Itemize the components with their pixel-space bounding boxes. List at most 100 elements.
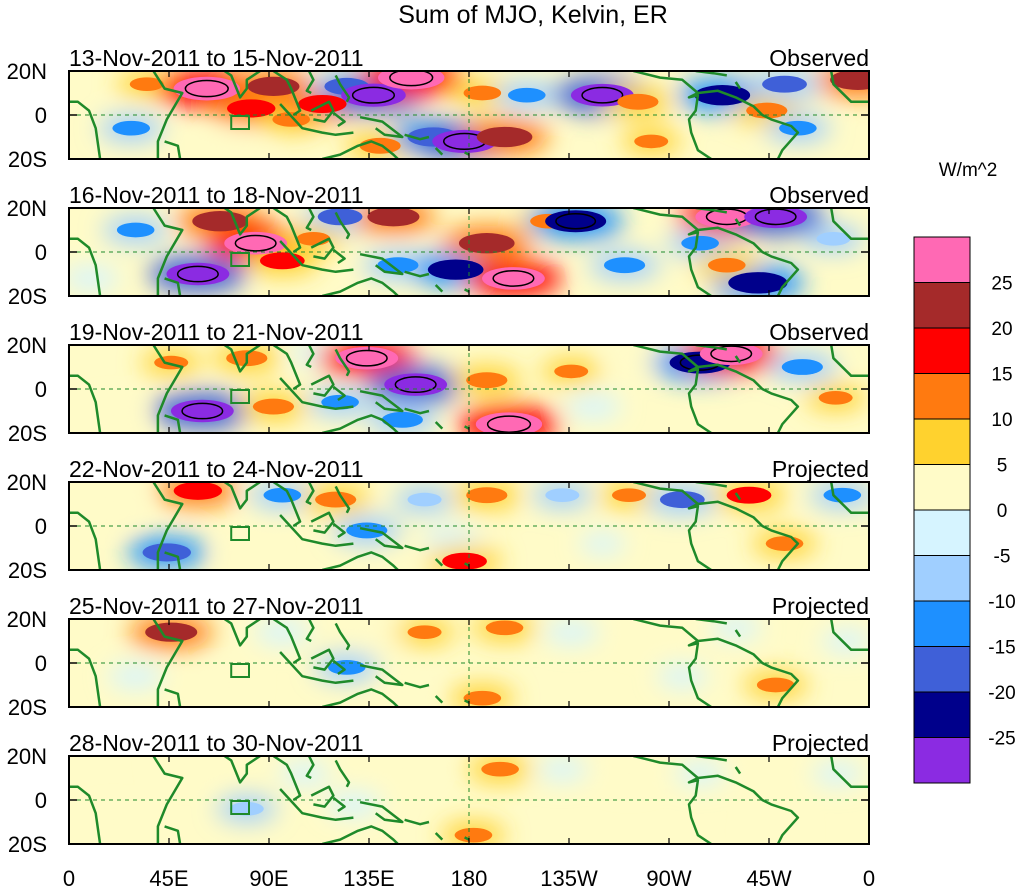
coastline xyxy=(334,74,351,103)
coastline xyxy=(633,345,712,433)
anomaly-peak xyxy=(234,234,277,252)
colorbar-swatch xyxy=(913,464,971,511)
anomaly-halo xyxy=(156,756,213,778)
anomaly-peak xyxy=(754,208,797,226)
coastline xyxy=(279,377,354,411)
colorbar-tick-label: -15 xyxy=(988,638,1015,659)
coastline xyxy=(464,699,470,704)
coastline xyxy=(332,385,346,402)
panel-status: Projected xyxy=(772,730,869,756)
panel-status: Observed xyxy=(769,45,869,71)
coastline xyxy=(334,759,351,788)
anomaly-halo xyxy=(732,757,784,782)
anomaly-core xyxy=(317,208,363,226)
anomaly-halo xyxy=(543,619,599,645)
coastline xyxy=(697,89,800,159)
coastline xyxy=(697,500,800,570)
coastline xyxy=(272,71,302,117)
anomaly-core xyxy=(816,232,851,246)
coastline xyxy=(279,103,354,137)
coastline xyxy=(279,651,354,685)
anomaly-core xyxy=(272,112,311,127)
colorbar-tick-label: -25 xyxy=(988,729,1015,750)
coastline xyxy=(164,688,182,707)
anomaly-core xyxy=(681,235,719,251)
coastline xyxy=(404,681,430,689)
colorbar-swatch xyxy=(913,282,971,329)
coastlines xyxy=(69,482,869,570)
anomaly-core xyxy=(263,487,302,503)
x-tick-label: 45W xyxy=(746,866,791,889)
anomaly-halo xyxy=(821,628,869,654)
x-tick-label: 135E xyxy=(343,866,394,889)
coastline xyxy=(69,511,102,570)
anomaly-core xyxy=(728,272,788,294)
coastline xyxy=(152,345,184,433)
y-tick-label: 20S xyxy=(8,832,47,857)
anomaly-peak xyxy=(181,402,224,420)
colorbar-tick-label: 20 xyxy=(991,319,1012,340)
coastline xyxy=(305,482,315,506)
coastline xyxy=(697,363,800,433)
anomaly-core xyxy=(315,491,357,508)
coastline xyxy=(464,288,470,293)
colorbar-tick-label: 0 xyxy=(997,501,1008,522)
colorbar-swatch xyxy=(913,418,971,465)
coastline xyxy=(359,800,404,824)
anomaly-core xyxy=(507,87,546,103)
coastline xyxy=(464,562,470,567)
x-tick-label: 0 xyxy=(63,866,75,889)
anomaly-peak xyxy=(176,265,219,283)
coastline xyxy=(464,151,470,156)
anomaly-core xyxy=(112,120,151,136)
panel-6: 20N 0 20S 28-Nov-2011 to 30-Nov-2011 Project… xyxy=(7,730,870,857)
anomaly-core xyxy=(818,391,853,405)
colorbar-tick-label: -20 xyxy=(988,683,1015,704)
coastline xyxy=(464,425,470,430)
coastline xyxy=(434,695,444,704)
coastline xyxy=(152,756,184,844)
anomaly-halo xyxy=(610,345,666,372)
anomaly-halo xyxy=(90,810,137,834)
anomaly-halo xyxy=(579,532,626,555)
colorbar-swatch xyxy=(913,373,971,420)
coastline xyxy=(332,659,346,676)
anomaly-halo xyxy=(108,663,164,689)
anomaly-halo xyxy=(657,664,708,689)
anomaly-core xyxy=(545,488,580,503)
colorbar-tick-label: 5 xyxy=(997,456,1008,477)
anomaly-peak xyxy=(351,86,396,104)
coastline xyxy=(322,414,399,433)
coastline xyxy=(697,637,800,707)
anomaly-core xyxy=(476,126,533,148)
anomaly-core xyxy=(726,486,772,504)
anomaly-core xyxy=(192,211,248,232)
anomaly-halo xyxy=(208,137,264,159)
panel-4: 20N 0 20S 22-Nov-2011 to 24-Nov-2011 Project… xyxy=(7,456,870,583)
coastlines xyxy=(69,345,869,433)
coastline xyxy=(633,208,712,296)
coastline xyxy=(434,284,444,293)
coastline xyxy=(633,619,712,707)
anomaly-peak xyxy=(555,212,597,230)
coastline xyxy=(222,756,265,784)
y-tick-label: 0 xyxy=(35,651,47,676)
panel-status: Observed xyxy=(769,319,869,345)
anomaly-core xyxy=(830,71,869,90)
coastline xyxy=(332,522,346,539)
coastline xyxy=(222,482,265,510)
anomaly-core xyxy=(463,690,502,706)
coastline xyxy=(164,277,182,296)
panel-3: 20N 0 20S 19-Nov-2011 to 21-Nov-2011 Observe… xyxy=(7,319,870,446)
anomaly-halo xyxy=(374,756,430,782)
anomaly-core xyxy=(296,232,331,246)
coastline xyxy=(404,544,430,552)
coastline xyxy=(734,766,742,775)
coastline xyxy=(272,619,302,665)
y-tick-label: 20N xyxy=(7,470,47,495)
panel-date-range: 22-Nov-2011 to 24-Nov-2011 xyxy=(69,456,364,482)
colorbar-tick-label: -10 xyxy=(988,592,1015,613)
colorbar-tick-label: -5 xyxy=(994,547,1011,568)
coastline xyxy=(305,756,315,780)
anomaly-peak xyxy=(710,345,753,363)
